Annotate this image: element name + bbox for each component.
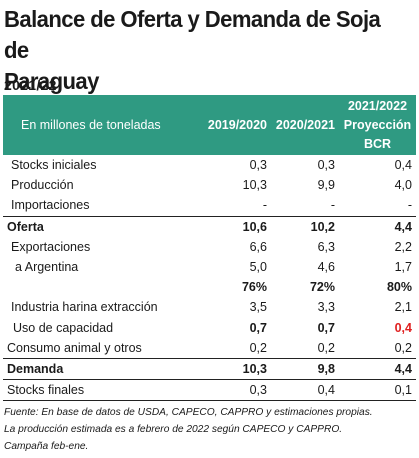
cell-2021-2022: 0,2 [394,340,412,355]
row-label: Consumo animal y otros [7,340,142,355]
cell-2019-2020: 3,5 [249,300,267,315]
title-line-2: Paraguay [4,68,99,94]
cell-2019-2020: 0,2 [249,340,267,355]
season-label: 2021/22 [4,77,57,93]
cell-2020-2021: 9,9 [317,178,335,193]
page-title: Balance de Oferta y Demanda de Soja de P… [4,4,401,97]
cell-2021-2022: 4,4 [339,357,416,381]
row-a-argentina: a Argentina 5,0 4,6 1,7 [3,257,416,277]
row-industria: Industria harina extracción 3,5 3,3 2,1 [3,297,416,317]
row-exportaciones: Exportaciones 6,6 6,3 2,2 [3,237,416,257]
cell-2019-2020: 5,0 [249,260,267,275]
cell-2019-2020: 6,6 [249,239,267,254]
table-header-row: En millones de toneladas 2019/2020 2020/… [3,95,416,155]
header-proj-line-3: BCR [363,136,392,151]
cell-2021-2022: 2,2 [394,239,412,254]
row-label: Producción [11,178,74,193]
balance-table: En millones de toneladas 2019/2020 2020/… [3,95,416,402]
header-col-2021-2022-projection: 2021/2022 Proyección BCR [339,95,416,155]
row-share-percent: 76% 72% 80% [3,277,416,297]
cell-2020-2021: 0,4 [271,379,339,402]
title-line-1: Balance de Oferta y Demanda de Soja de [4,6,381,63]
cell-2019-2020: - [262,198,267,213]
row-produccion: Producción 10,3 9,9 4,0 [3,175,416,195]
row-uso-capacidad: Uso de capacidad 0,7 0,7 0,4 [3,318,416,338]
cell-2021-2022: 0,1 [339,379,416,402]
cell-2020-2021: 72% [309,280,335,295]
row-oferta: Oferta 10,6 10,2 4,4 [3,215,416,237]
cell-2020-2021: 10,2 [271,215,339,237]
cell-2021-2022: - [407,198,412,213]
footnote-campaign: Campaña feb-ene. [4,441,89,452]
row-label: Exportaciones [11,239,91,254]
header-col-2020-2021: 2020/2021 [275,118,335,132]
row-importaciones: Importaciones - - - [3,195,416,216]
footnote: Fuente: En base de datos de USDA, CAPECO… [4,404,416,455]
cell-2020-2021: - [330,198,335,213]
row-label: Industria harina extracción [11,300,158,315]
row-label: Oferta [3,215,191,237]
cell-2021-2022: 4,0 [394,178,412,193]
cell-2019-2020: 76% [241,280,267,295]
cell-2021-2022: 1,7 [394,260,412,275]
cell-2020-2021: 0,7 [317,320,335,335]
cell-2019-2020: 0,3 [249,158,267,173]
cell-2019-2020: 0,3 [191,379,271,402]
cell-2020-2021: 3,3 [317,300,335,315]
header-proj-line-2: Proyección [343,117,412,132]
cell-2019-2020: 10,6 [191,215,271,237]
cell-2020-2021: 0,3 [317,158,335,173]
footnote-source: Fuente: En base de datos de USDA, CAPECO… [4,407,373,418]
header-proj-line-1: 2021/2022 [347,98,408,113]
row-stocks-iniciales: Stocks iniciales 0,3 0,3 0,4 [3,155,416,175]
cell-2019-2020: 10,3 [191,357,271,381]
cell-2021-2022: 2,1 [394,300,412,315]
cell-2020-2021: 0,2 [317,340,335,355]
row-label: Uso de capacidad [13,320,114,335]
row-label: Stocks iniciales [11,158,97,173]
row-consumo-animal: Consumo animal y otros 0,2 0,2 0,2 [3,338,416,359]
row-label: Demanda [3,357,191,381]
cell-2020-2021: 6,3 [317,239,335,254]
cell-2019-2020: 10,3 [242,178,267,193]
row-label: Importaciones [11,198,90,213]
cell-2021-2022: 0,4 [394,320,412,335]
footnote-production: La producción estimada es a febrero de 2… [4,424,343,435]
cell-2020-2021: 9,8 [271,357,339,381]
cell-2021-2022: 4,4 [339,215,416,237]
cell-2020-2021: 4,6 [317,260,335,275]
row-label: Stocks finales [3,379,191,402]
row-label [3,277,191,297]
row-stocks-finales: Stocks finales 0,3 0,4 0,1 [3,379,416,402]
cell-2019-2020: 0,7 [249,320,267,335]
cell-2021-2022: 0,4 [394,158,412,173]
cell-2021-2022: 80% [386,280,412,295]
row-demanda: Demanda 10,3 9,8 4,4 [3,357,416,381]
header-col-2019-2020: 2019/2020 [207,118,267,132]
header-units-label: En millones de toneladas [21,118,161,132]
row-label: a Argentina [15,260,79,275]
